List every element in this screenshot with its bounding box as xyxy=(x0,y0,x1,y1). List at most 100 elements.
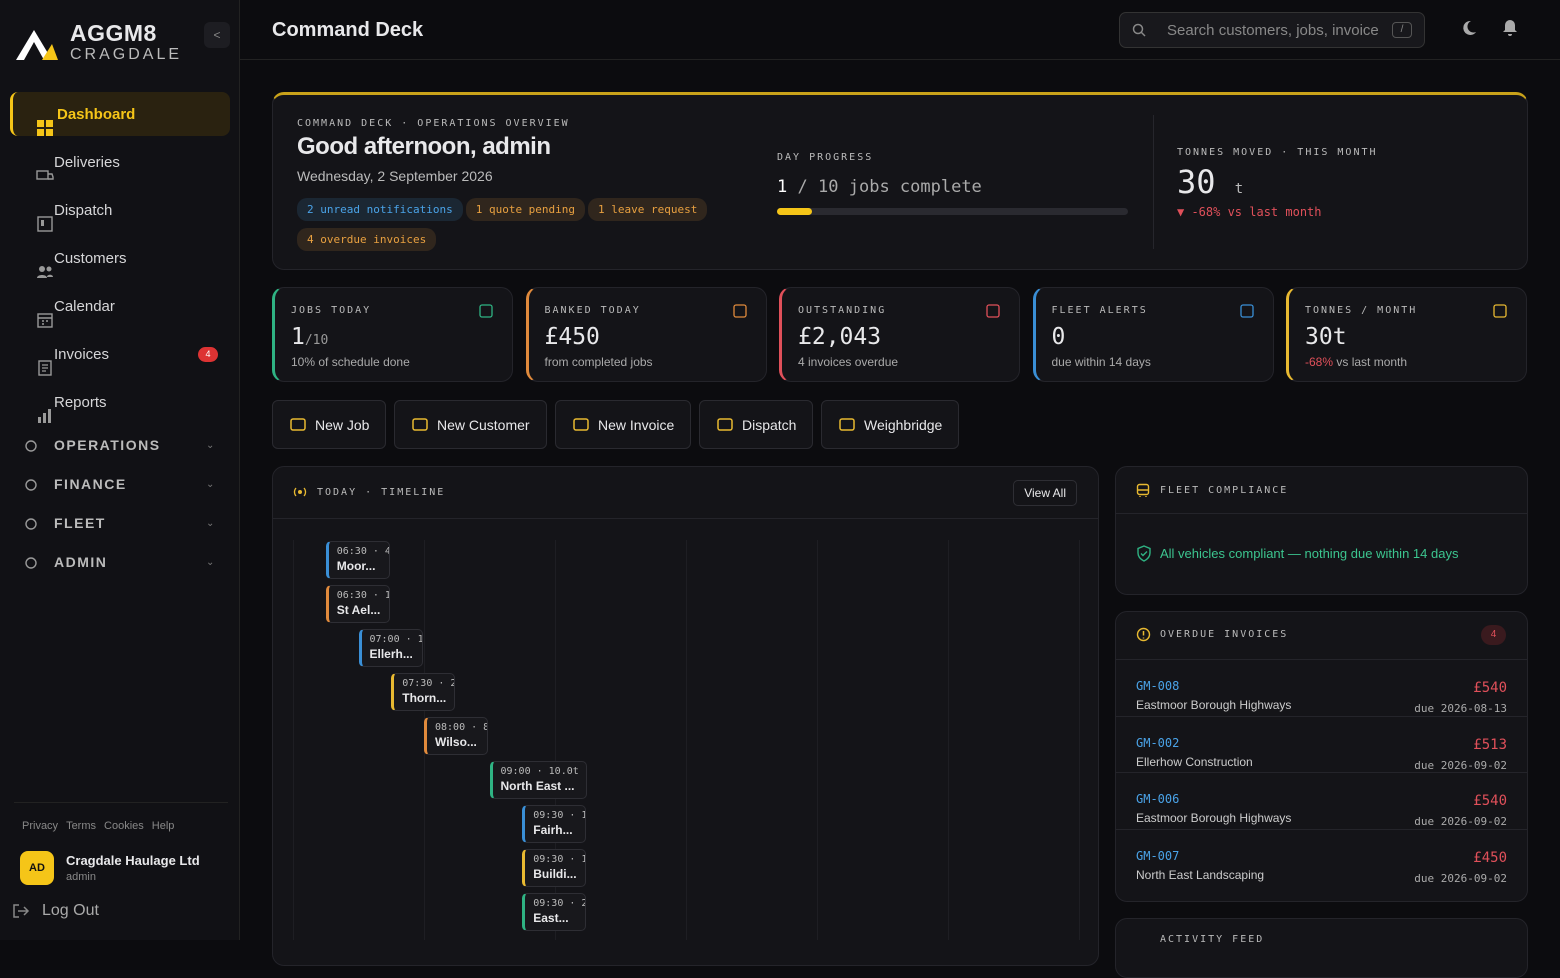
kpi-card: BANKED TODAY £450 from completed jobs xyxy=(525,287,767,382)
footer-link[interactable]: Cookies xyxy=(104,820,144,832)
progress-label: DAY PROGRESS xyxy=(777,152,874,163)
logout[interactable]: Log Out xyxy=(42,902,99,919)
invoice-id: GM-002 xyxy=(1136,735,1180,750)
nav-group[interactable]: OPERATIONS xyxy=(54,437,161,453)
footer-link[interactable]: Terms xyxy=(66,820,97,832)
nav-badge: 4 xyxy=(198,347,218,362)
nav-group[interactable]: FLEET xyxy=(54,515,106,531)
kpi-note-text: vs last month xyxy=(1336,355,1408,369)
timeline-event[interactable]: 06:30 · 1 St Ael... xyxy=(325,585,390,623)
icon-shape xyxy=(717,417,733,431)
timeline-title: TODAY · TIMELINE xyxy=(317,487,446,498)
nav-item[interactable]: Customers xyxy=(10,236,230,280)
kpi-note-text: from completed jobs xyxy=(544,355,653,369)
hero-eyebrow: COMMAND DECK · OPERATIONS OVERVIEW xyxy=(297,118,570,129)
icon xyxy=(716,416,734,434)
pill[interactable]: 4 overdue invoices xyxy=(297,228,437,251)
search-shortcut: / xyxy=(1392,22,1412,38)
nav-item[interactable]: Dashboard xyxy=(10,92,230,136)
nav-item[interactable]: Deliveries xyxy=(10,140,230,184)
footer-link[interactable]: Privacy xyxy=(22,820,59,832)
theme-toggle[interactable] xyxy=(1459,19,1477,37)
timeline-event[interactable]: 09:30 · 1 Buildi... xyxy=(522,849,587,887)
invoice-due: due 2026-09-02 xyxy=(1414,815,1507,828)
kpi-label: BANKED TODAY xyxy=(544,305,641,316)
invoice-amount: £540 xyxy=(1473,680,1507,696)
footer-link[interactable]: Help xyxy=(151,820,175,832)
nav-item[interactable]: Invoices 4 xyxy=(10,332,230,376)
progress-sep: / xyxy=(797,177,808,197)
event-time: 09:30 · 1 xyxy=(533,854,587,865)
view-all[interactable]: View All xyxy=(1013,480,1077,506)
invoice-id: GM-008 xyxy=(1136,679,1180,693)
invoice-row[interactable]: GM-006 Eastmoor Borough Highways £540 due 2… xyxy=(1116,772,1527,828)
kpi-value: 0 xyxy=(1052,324,1066,350)
icon xyxy=(985,303,1003,326)
timeline-event[interactable]: 07:30 · 2 Thorn... xyxy=(391,673,456,711)
icon-shape xyxy=(25,518,37,530)
icon-shape xyxy=(573,417,589,431)
timeline-event[interactable]: 06:30 · 4 Moor... xyxy=(325,541,390,579)
chevron: ⌄ xyxy=(206,479,215,490)
pill[interactable]: 1 leave request xyxy=(588,198,708,221)
action-button[interactable]: New Customer xyxy=(394,400,547,449)
invoice-row[interactable]: GM-002 Ellerhow Construction £513 due 2026-… xyxy=(1116,715,1527,772)
user-role: admin xyxy=(66,871,96,883)
invoice-row[interactable]: GM-008 Eastmoor Borough Highways £540 due 2… xyxy=(1116,659,1527,715)
event-time: 06:30 · 4 xyxy=(336,546,390,557)
icon xyxy=(478,303,496,326)
kpi-suffix: /10 xyxy=(304,333,329,348)
invoice-due: due 2026-09-02 xyxy=(1414,758,1507,772)
logout-icon xyxy=(13,904,30,918)
progress-track xyxy=(777,208,1128,215)
nav-label: Reports xyxy=(54,393,107,411)
icon-shape xyxy=(1239,304,1254,318)
tonnes-label: TONNES MOVED · THIS MONTH xyxy=(1177,147,1378,158)
action-button[interactable]: Dispatch xyxy=(699,400,814,449)
nav-label: Dashboard xyxy=(57,105,136,123)
action-button[interactable]: Weighbridge xyxy=(821,400,960,449)
icon-shape xyxy=(732,304,747,318)
invoice-amount: £540 xyxy=(1473,793,1507,809)
action-button[interactable]: New Job xyxy=(272,400,387,449)
event-name: Thorn... xyxy=(402,691,447,705)
timeline-event[interactable]: 09:00 · 10.0t North East ... xyxy=(489,761,587,799)
invoice-id: GM-006 xyxy=(1136,792,1180,806)
event-time: 08:00 · 8 xyxy=(435,722,488,733)
search[interactable]: Search customers, jobs, invoices / xyxy=(1119,12,1425,48)
grid-line xyxy=(817,540,818,940)
kpi-card: JOBS TODAY 1/10 10% of schedule done xyxy=(272,287,513,382)
nav-group[interactable]: ADMIN xyxy=(54,554,108,570)
timeline-event[interactable]: 09:30 · 2 East... xyxy=(522,893,587,931)
nav-group[interactable]: FINANCE xyxy=(54,476,127,492)
collapse-button[interactable]: < xyxy=(204,22,230,48)
event-time: 09:30 · 1 xyxy=(533,810,587,821)
event-name: Fairh... xyxy=(533,823,573,837)
timeline-event[interactable]: 09:30 · 1 Fairh... xyxy=(522,805,587,843)
timeline-event[interactable]: 07:00 · 1 Ellerh... xyxy=(358,629,423,667)
action-button[interactable]: New Invoice xyxy=(555,400,692,449)
kpi-card: FLEET ALERTS 0 due within 14 days xyxy=(1032,287,1274,382)
invoice-id: GM-007 xyxy=(1136,848,1180,863)
icon xyxy=(572,416,590,434)
timeline-event[interactable]: 08:00 · 8 Wilso... xyxy=(424,717,488,755)
progress-total: 10 xyxy=(818,177,839,197)
kpi-note-highlight: -68% xyxy=(1305,355,1334,369)
nav-item[interactable]: Dispatch xyxy=(10,188,230,232)
invoice-due: due 2026-09-02 xyxy=(1414,871,1507,885)
icon xyxy=(23,477,41,500)
nav-item[interactable]: Reports xyxy=(10,380,230,424)
nav-item[interactable]: Calendar xyxy=(10,284,230,328)
fleet-card: FLEET COMPLIANCE All vehicles compliant … xyxy=(1115,466,1528,595)
event-time: 07:30 · 2 xyxy=(402,678,456,689)
notifications[interactable] xyxy=(1502,19,1518,37)
invoice-row[interactable]: GM-007 North East Landscaping £450 due 2026… xyxy=(1116,828,1527,885)
invoice-customer: Eastmoor Borough Highways xyxy=(1136,811,1292,825)
avatar: AD xyxy=(20,851,54,885)
pill[interactable]: 1 quote pending xyxy=(465,198,586,221)
action-label: New Invoice xyxy=(598,416,675,433)
icon-shape xyxy=(37,120,53,136)
pill[interactable]: 2 unread notifications xyxy=(297,198,463,221)
event-time: 06:30 · 1 xyxy=(336,590,390,601)
icon-shape xyxy=(25,557,37,569)
